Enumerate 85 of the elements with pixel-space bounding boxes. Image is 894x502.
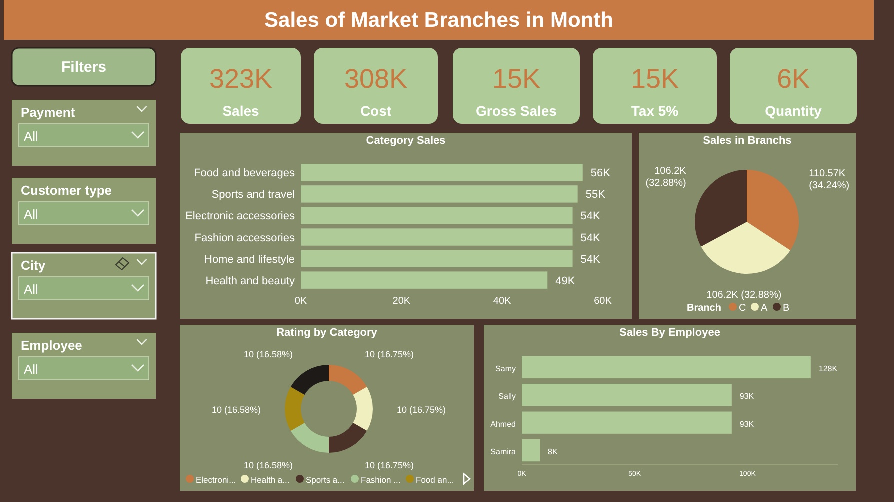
data-label: 10 (16.75%) <box>365 460 414 470</box>
data-label: 10 (16.58%) <box>212 405 261 415</box>
legend-label: Health a... <box>251 475 290 485</box>
text: Payment <box>21 105 76 120</box>
y-tick-label: Sally <box>498 392 516 402</box>
text: 323K <box>209 64 273 94</box>
data-label: 128K <box>818 364 838 374</box>
text: Cost <box>360 103 392 119</box>
text: All <box>24 207 39 222</box>
bar <box>301 164 583 182</box>
text: Customer type <box>21 183 112 198</box>
y-tick-label: Food and beverages <box>194 168 296 180</box>
bar <box>522 439 540 462</box>
text: All <box>24 129 39 144</box>
text: City <box>21 258 46 273</box>
pie-slice <box>747 170 799 251</box>
donut-slice <box>353 387 373 431</box>
legend-label: Food an... <box>416 475 454 485</box>
pie-slice <box>701 222 790 274</box>
data-label: 110.57K (34.24%) <box>809 168 850 192</box>
data-label: 49K <box>556 275 576 288</box>
text: All <box>24 282 39 297</box>
legend-label: A <box>761 303 768 314</box>
donut-slice <box>290 423 329 453</box>
text: Gross Sales <box>476 103 558 119</box>
y-tick-label: Health and beauty <box>206 275 296 288</box>
data-label: 10 (16.75%) <box>365 350 414 360</box>
bar <box>301 272 548 289</box>
bar <box>301 186 578 203</box>
data-label: 56K <box>590 168 612 180</box>
data-label: 106.2K (32.88%) <box>706 290 782 301</box>
text: Tax 5% <box>631 103 680 119</box>
donut-slice <box>285 387 305 431</box>
legend-label: Fashion ... <box>361 475 401 485</box>
y-tick-label: Electronic accessories <box>186 210 296 223</box>
data-label: 55K <box>586 189 606 202</box>
text: 308K <box>344 64 408 94</box>
legend-label: C <box>739 303 746 314</box>
bar <box>522 412 732 434</box>
x-tick-label: 0K <box>294 296 308 307</box>
bar <box>522 384 732 406</box>
text: Employee <box>21 338 82 353</box>
data-label: 93K <box>740 392 755 402</box>
data-label: 54K <box>580 232 602 244</box>
bar <box>301 228 573 246</box>
donut-slice <box>329 423 368 453</box>
chart-title: Sales in Branchs <box>703 135 792 147</box>
y-tick-label: Samy <box>496 364 516 374</box>
text: 6K <box>776 64 810 94</box>
legend-label: Sports a... <box>306 475 345 485</box>
text: 15K <box>630 64 680 94</box>
y-tick-label: Ahmed <box>490 420 516 429</box>
text: Sales of Market Branches in Month <box>264 9 614 32</box>
y-tick-label: Fashion accessories <box>194 232 296 244</box>
bar <box>301 207 573 224</box>
bar <box>522 356 811 379</box>
x-tick-label: 20K <box>392 296 411 307</box>
data-label: 54K <box>580 254 602 266</box>
data-label: 10 (16.58%) <box>244 350 293 360</box>
text: Sales <box>222 103 260 119</box>
donut-slice <box>329 365 368 395</box>
text: 15K <box>492 64 541 94</box>
chart-title: Category Sales <box>366 135 446 147</box>
text: Filters <box>61 59 107 76</box>
data-label: 10 (16.75%) <box>397 405 446 415</box>
text: Quantity <box>765 103 822 119</box>
legend-title: Branch <box>687 303 722 314</box>
x-tick-label: 40K <box>493 296 512 307</box>
data-label: 10 (16.58%) <box>244 460 293 470</box>
pie-slice <box>695 170 747 247</box>
legend-label: Electroni... <box>196 475 236 485</box>
data-label: 54K <box>580 210 602 223</box>
text: All <box>24 362 39 377</box>
bar <box>301 250 573 268</box>
chart-title: Sales By Employee <box>620 327 720 339</box>
chart-title: Rating by Category <box>276 327 378 339</box>
data-label: 106.2K (32.88%) <box>646 166 687 190</box>
data-label: 8K <box>548 448 559 457</box>
donut-slice <box>290 365 329 395</box>
x-tick-label: 60K <box>594 296 612 307</box>
legend-label: B <box>783 303 790 314</box>
data-label: 93K <box>740 420 755 429</box>
y-tick-label: Home and lifestyle <box>204 254 295 266</box>
y-tick-label: Sports and travel <box>212 189 295 202</box>
y-tick-label: Samira <box>490 448 517 457</box>
